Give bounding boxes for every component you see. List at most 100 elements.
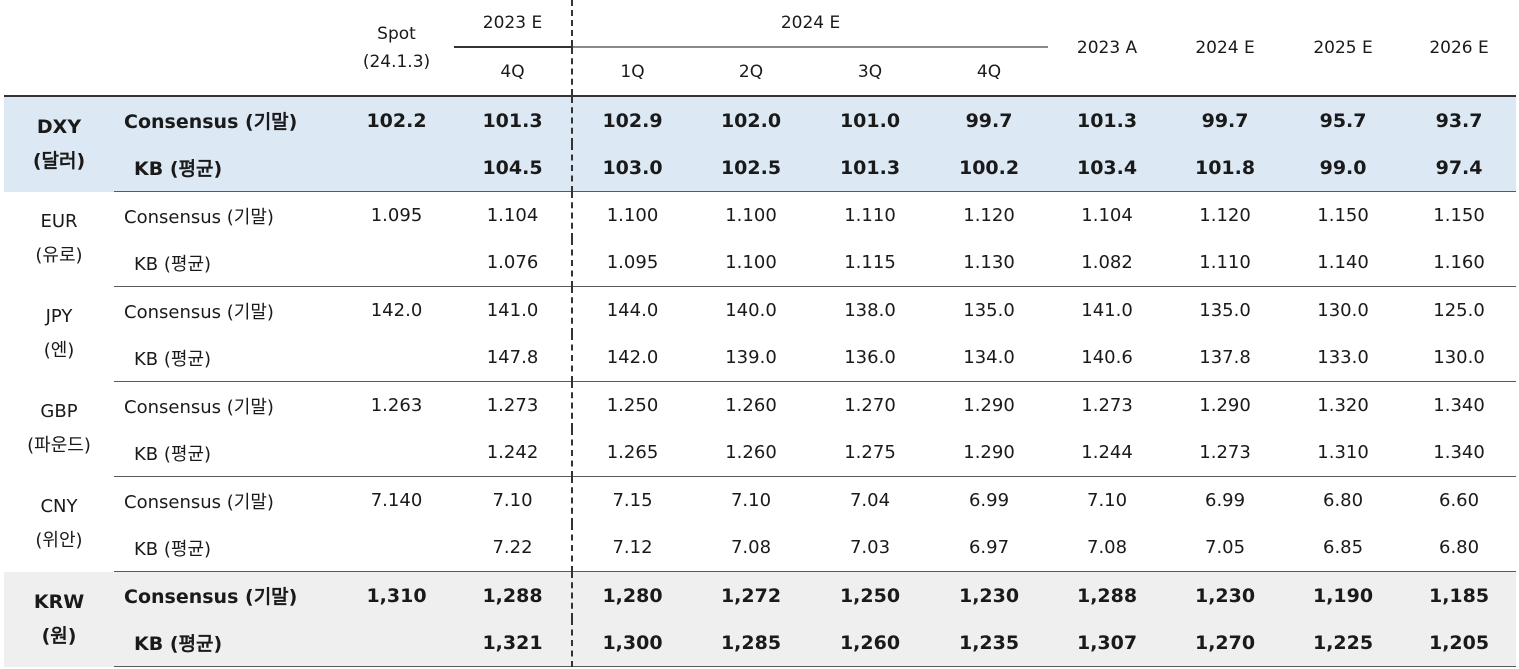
consensus-value-cell: 7.10	[454, 476, 573, 524]
consensus-value-cell: 101.0	[810, 96, 930, 144]
kb-value-cell: 1.265	[572, 429, 692, 477]
currency-name: (위안)	[35, 530, 83, 551]
consensus-row-label: Consensus (기말)	[124, 206, 274, 228]
currency-name: (유로)	[35, 245, 83, 266]
currency-cell: DXY (달러)	[4, 96, 114, 192]
kb-value-cell: 1.110	[1166, 239, 1285, 287]
kb-value-cell: 104.5	[454, 144, 573, 192]
kb-value-cell: 147.8	[454, 334, 573, 382]
table-row-cny-kb: KB (평균) 7.22 7.12 7.08 7.03 6.97 7.08 7.05 6.85 6…	[4, 524, 1517, 572]
currency-cell: KRW (원)	[4, 571, 114, 667]
kb-value-cell: 1.100	[692, 239, 810, 287]
kb-value-cell: 101.8	[1166, 144, 1285, 192]
consensus-value-cell: 1.104	[454, 191, 573, 239]
kb-value-cell: 7.08	[1048, 524, 1167, 572]
header-2023-4q: 4Q	[454, 47, 573, 97]
consensus-value-cell: 1.270	[844, 395, 896, 416]
consensus-value-cell: 1,230	[1166, 571, 1285, 619]
table-header: Spot (24.1.3) 2023 E 2024 E 2023 A 2024 …	[4, 0, 1517, 97]
consensus-value-cell: 7.04	[849, 490, 891, 511]
consensus-value-cell: 1.110	[844, 205, 896, 226]
consensus-value-cell: 101.3	[1048, 96, 1167, 144]
header-2024-2q: 2Q	[692, 47, 810, 97]
consensus-value-cell: 6.99	[1205, 490, 1246, 511]
table-row-krw-consensus: KRW (원) Consensus (기말) 1,310 1,288 1,280 1,272…	[4, 571, 1517, 667]
table-row-gbp-consensus: GBP (파운드) Consensus (기말) 1.263 1.273 1.250 1.2…	[4, 381, 1516, 456]
consensus-value-cell: 135.0	[1199, 300, 1251, 321]
currency-name: (파운드)	[27, 435, 91, 456]
kb-value-cell: 1.260	[692, 429, 810, 477]
kb-value-cell: 1,300	[572, 619, 692, 667]
consensus-value-cell: 102.0	[692, 96, 810, 144]
kb-value-cell: 139.0	[692, 334, 810, 382]
consensus-value-cell: 6.99	[968, 490, 1010, 511]
consensus-value-cell: 1,272	[692, 571, 810, 619]
kb-value-cell: 142.0	[572, 334, 692, 382]
currency-name: (엔)	[43, 340, 75, 361]
kb-value-cell: 1.273	[1166, 429, 1285, 477]
kb-value-cell: 133.0	[1284, 334, 1403, 382]
header-2025e: 2025 E	[1284, 0, 1403, 97]
consensus-value-cell: 130.0	[1317, 300, 1369, 321]
kb-value-cell: 1.290	[930, 429, 1049, 477]
header-2024-3q: 3Q	[810, 47, 930, 97]
kb-value-cell	[339, 429, 454, 477]
consensus-value-cell: 1.260	[725, 395, 777, 416]
currency-cell: CNY (위안)	[4, 477, 114, 572]
consensus-value-cell: 7.10	[1087, 490, 1128, 511]
consensus-value-cell: 1.320	[1317, 395, 1369, 416]
header-spot-label: Spot	[377, 23, 416, 44]
kb-value-cell: 103.4	[1048, 144, 1167, 192]
currency-cell: JPY (엔)	[4, 287, 114, 382]
kb-value-cell: 140.6	[1048, 334, 1167, 382]
header-empty-code	[4, 0, 114, 97]
kb-value-cell: 1,270	[1166, 619, 1285, 667]
kb-value-cell: 1.275	[810, 429, 930, 477]
consensus-value-cell: 1,230	[930, 571, 1049, 619]
kb-value-cell: 1.115	[810, 239, 930, 287]
table-row-dxy-consensus: DXY (달러) Consensus (기말) 102.2 101.3 102.9 102.…	[4, 96, 1517, 192]
consensus-value-cell: 95.7	[1284, 96, 1403, 144]
consensus-value-cell: 6.80	[1323, 490, 1364, 511]
kb-row-label: KB (평균)	[114, 239, 339, 287]
kb-row-label: KB (평균)	[114, 144, 339, 192]
consensus-value-cell: 1.273	[454, 381, 573, 429]
consensus-value-cell: 1.150	[1433, 205, 1485, 226]
kb-value-cell	[339, 239, 454, 287]
kb-value-cell: 1.076	[454, 239, 573, 287]
kb-value-cell: 130.0	[1402, 334, 1517, 382]
kb-value-cell: 7.05	[1166, 524, 1285, 572]
currency-name: (달러)	[32, 150, 86, 173]
currency-code: CNY	[40, 496, 78, 517]
consensus-value-cell: 7.10	[730, 490, 772, 511]
kb-value-cell: 1,321	[454, 619, 573, 667]
kb-value-cell: 1.095	[572, 239, 692, 287]
kb-value-cell: 1,235	[930, 619, 1049, 667]
consensus-value-cell: 7.140	[370, 490, 423, 511]
consensus-value-cell: 140.0	[725, 300, 777, 321]
kb-value-cell: 7.22	[454, 524, 573, 572]
consensus-row-label: Consensus (기말)	[114, 571, 339, 619]
kb-value-cell: 7.03	[810, 524, 930, 572]
table-row-jpy-consensus: JPY (엔) Consensus (기말) 142.0 141.0 144.0 140.0…	[4, 286, 1516, 361]
header-empty-label	[114, 0, 339, 97]
currency-name: (원)	[41, 625, 77, 647]
consensus-value-cell: 6.60	[1439, 490, 1480, 511]
consensus-value-cell: 135.0	[963, 300, 1015, 321]
consensus-value-cell: 141.0	[454, 286, 573, 334]
consensus-value-cell: 1.273	[1081, 395, 1133, 416]
kb-value-cell: 1,205	[1402, 619, 1517, 667]
kb-value-cell: 6.85	[1284, 524, 1403, 572]
currency-code: DXY	[36, 116, 82, 139]
consensus-value-cell: 1.120	[963, 205, 1015, 226]
kb-value-cell: 1.310	[1284, 429, 1403, 477]
kb-value-cell: 6.97	[930, 524, 1049, 572]
fx-forecast-table: Spot (24.1.3) 2023 E 2024 E 2023 A 2024 …	[4, 0, 1517, 667]
header-2024e-annual: 2024 E	[1166, 0, 1285, 97]
consensus-value-cell: 101.3	[454, 96, 573, 144]
consensus-row-label: Consensus (기말)	[114, 96, 339, 144]
consensus-row-label: Consensus (기말)	[124, 301, 274, 323]
header-2024-1q: 1Q	[572, 47, 692, 97]
consensus-value-cell: 1.150	[1317, 205, 1369, 226]
